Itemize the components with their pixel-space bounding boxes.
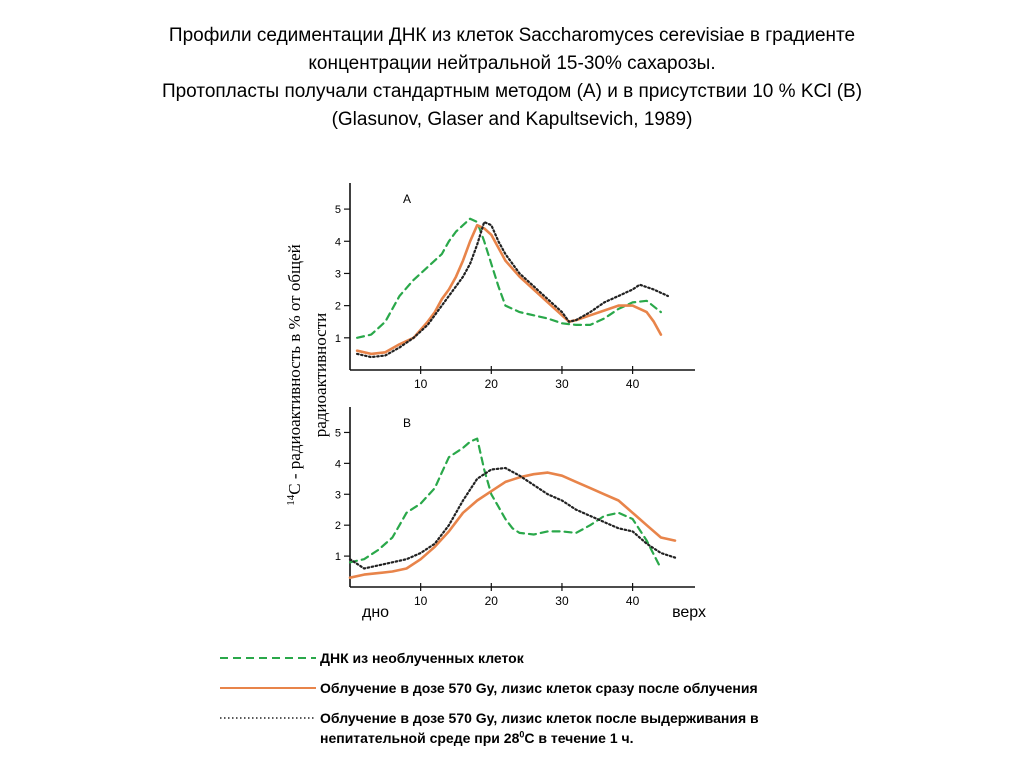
x-tick-label: 30 [555,377,569,391]
legend-swatch-dotted [220,717,316,719]
title-line-4: (Glasunov, Glaser and Kapultsevich, 1989… [331,109,693,130]
y-tick-label: 3 [335,268,341,280]
title-line-3: Протопласты получали стандартным методом… [161,81,863,102]
y-tick-label: 1 [335,333,341,345]
legend-label-immediate: Облучение в дозе 570 Gy, лизис клеток ср… [320,680,758,696]
y-tick-label: 4 [335,458,341,470]
y-tick-label: 2 [335,301,341,313]
x-tick-label: 10 [414,594,428,608]
series-line-held [356,220,669,359]
y-tick-label: 2 [335,520,341,532]
legend-label-held-sup: 0 [519,729,525,740]
x-tick-label: 20 [485,594,499,608]
title-line-2: концентрации нейтральной 15-30% сахарозы… [308,53,716,74]
legend-label-held: Облучение в дозе 570 Gy, лизис клеток по… [320,708,759,748]
y-tick-label: 5 [335,204,341,216]
x-tick-label: 40 [626,594,640,608]
y-tick-label: 5 [335,427,341,439]
legend-label-held-line1: Облучение в дозе 570 Gy, лизис клеток по… [320,710,759,726]
series-line-immediate [355,223,663,356]
y-tick-label: 4 [335,236,341,248]
panel-b: 1 2 3 4 5 10 20 30 40 В [335,407,695,608]
svg-text:14C - радиоактивность в % от о: 14C - радиоактивность в % от общей [285,244,304,505]
x-tick-label: 20 [485,377,499,391]
panel-a: 1 2 3 4 5 10 20 30 40 А [335,183,695,391]
y-tick-label: 1 [335,551,341,563]
x-axis-label-right: верх [672,604,706,621]
series-line-held [348,466,677,570]
y-axis-label-line2: радиоактивности [311,313,330,438]
y-axis-label-text: C - радиоактивность в % от общей [285,244,304,494]
y-tick-label: 3 [335,489,341,501]
x-tick-label: 10 [414,377,428,391]
slide-title: Профили седиментации ДНК из клеток Sacch… [0,22,1024,134]
y-axis-label: 14C - радиоактивность в % от общей радио… [285,244,330,505]
title-line-1: Профили седиментации ДНК из клеток Sacch… [168,25,856,46]
sedimentation-chart: 14C - радиоактивность в % от общей радио… [285,183,706,621]
series-line-immediate [348,471,677,579]
x-axis-label-left: дно [362,604,389,621]
x-tick-label: 40 [626,377,640,391]
panel-label: А [403,192,411,206]
series-line-untreated [348,437,662,570]
panel-label: В [403,416,411,430]
y-axis-label-sup: 14 [285,494,297,506]
legend-label-held-line2-pre: непитательной среде при 28 [320,730,520,746]
legend-swatch-dashed [220,657,316,659]
series-line-untreated [356,217,662,339]
legend-label-untreated: ДНК из необлученных клеток [320,650,524,666]
legend-label-held-line2-post: С в течение 1 ч. [524,730,634,746]
x-tick-label: 30 [555,594,569,608]
legend-swatch-solid [220,687,316,689]
